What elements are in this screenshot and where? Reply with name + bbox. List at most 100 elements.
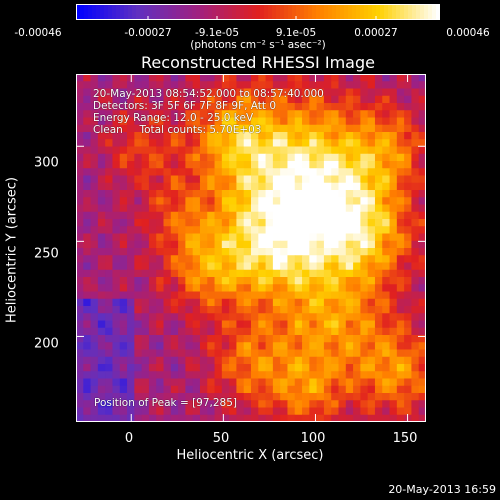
heatmap-cell xyxy=(207,190,216,198)
heatmap-cell xyxy=(83,364,92,372)
heatmap-cell xyxy=(141,400,150,408)
heatmap-cell xyxy=(148,320,157,329)
heatmap-cell xyxy=(353,255,361,263)
heatmap-cell xyxy=(163,356,172,365)
heatmap-cell xyxy=(134,182,143,191)
heatmap-cell xyxy=(411,414,420,422)
heatmap-cell xyxy=(243,233,252,242)
heatmap-cell xyxy=(353,277,361,285)
heatmap-cell xyxy=(360,197,369,205)
heatmap-cell xyxy=(163,385,172,394)
y-axis-label: Heliocentric Y (arcsec) xyxy=(4,177,20,323)
heatmap-cell xyxy=(127,407,135,416)
heatmap-cell xyxy=(170,117,179,126)
heatmap-cell xyxy=(199,277,208,285)
heatmap-cell xyxy=(309,168,318,176)
heatmap-cell xyxy=(229,313,237,321)
heatmap-cell xyxy=(83,371,92,379)
heatmap-cell xyxy=(185,240,194,249)
heatmap-cell xyxy=(236,190,245,198)
heatmap-cell xyxy=(134,190,143,198)
heatmap-cell xyxy=(345,197,354,205)
heatmap-cell xyxy=(280,356,288,365)
heatmap-cell xyxy=(345,298,354,307)
heatmap-cell xyxy=(178,240,186,249)
heatmap-cell xyxy=(389,320,398,329)
heatmap-cell xyxy=(389,327,398,336)
heatmap-cell xyxy=(353,110,361,118)
heatmap-cell xyxy=(221,117,230,126)
heatmap-cell xyxy=(90,255,99,263)
heatmap-cell xyxy=(287,153,296,162)
heatmap-cell xyxy=(382,161,391,169)
heatmap-cell xyxy=(294,364,303,372)
heatmap-cell xyxy=(309,400,318,408)
heatmap-cell xyxy=(323,327,332,336)
heatmap-cell xyxy=(83,74,92,82)
heatmap-cell xyxy=(302,197,310,205)
heatmap-cell xyxy=(280,168,288,176)
heatmap-cell xyxy=(243,407,252,416)
heatmap-cell xyxy=(163,393,172,401)
heatmap-cell xyxy=(105,385,113,394)
heatmap-cell xyxy=(243,219,252,227)
heatmap-cell xyxy=(316,161,325,169)
heatmap-cell xyxy=(236,335,245,343)
heatmap-cell xyxy=(316,356,325,365)
colorbar-segment xyxy=(204,4,209,20)
colorbar-segment xyxy=(128,4,133,20)
heatmap-cell xyxy=(265,255,274,263)
colorbar-segment xyxy=(288,4,293,20)
heatmap-cell xyxy=(396,168,405,176)
heatmap-cell xyxy=(418,132,426,140)
heatmap-cell xyxy=(170,335,179,343)
heatmap-cell xyxy=(360,226,369,234)
heatmap-cell xyxy=(323,291,332,300)
heatmap-cell xyxy=(221,385,230,394)
heatmap-cell xyxy=(105,248,113,256)
heatmap-cell xyxy=(192,248,201,256)
heatmap-cell xyxy=(418,81,426,89)
heatmap-cell xyxy=(345,211,354,220)
heatmap-cell xyxy=(404,219,412,227)
heatmap-cell xyxy=(141,356,150,365)
heatmap-cell xyxy=(360,393,369,401)
heatmap-cell xyxy=(236,320,245,329)
heatmap-cell xyxy=(396,298,405,307)
heatmap-cell xyxy=(156,349,164,358)
heatmap-cell xyxy=(199,146,208,155)
heatmap-cell xyxy=(112,269,121,278)
heatmap-cell xyxy=(112,190,121,198)
heatmap-cell xyxy=(360,269,369,278)
heatmap-cell xyxy=(374,255,383,263)
heatmap-cell xyxy=(316,139,325,147)
heatmap-cell xyxy=(396,110,405,118)
heatmap-cell xyxy=(353,74,361,82)
heatmap-cell xyxy=(229,356,237,365)
heatmap-cell xyxy=(331,219,339,227)
heatmap-cell xyxy=(156,175,164,184)
colorbar-tick: -0.00046 xyxy=(14,27,62,39)
heatmap-cell xyxy=(97,414,106,422)
heatmap-cell xyxy=(316,255,325,263)
heatmap-cell xyxy=(185,248,194,256)
heatmap-cell xyxy=(323,240,332,249)
heatmap-cell xyxy=(389,110,398,118)
heatmap-cell xyxy=(404,248,412,256)
colorbar-segment xyxy=(120,4,125,20)
heatmap-cell xyxy=(199,262,208,271)
heatmap-cell xyxy=(411,204,420,213)
heatmap-cell xyxy=(199,385,208,394)
heatmap-cell xyxy=(396,175,405,184)
heatmap-cell xyxy=(338,153,347,162)
heatmap-cell xyxy=(287,175,296,184)
heatmap-cell xyxy=(272,219,281,227)
heatmap-cell xyxy=(236,175,245,184)
heatmap-cell xyxy=(112,81,121,89)
heatmap-cell xyxy=(345,240,354,249)
heatmap-cell xyxy=(76,240,84,249)
heatmap-cell xyxy=(374,219,383,227)
heatmap-cell xyxy=(112,277,121,285)
heatmap-cell xyxy=(90,364,99,372)
heatmap-cell xyxy=(112,342,121,350)
